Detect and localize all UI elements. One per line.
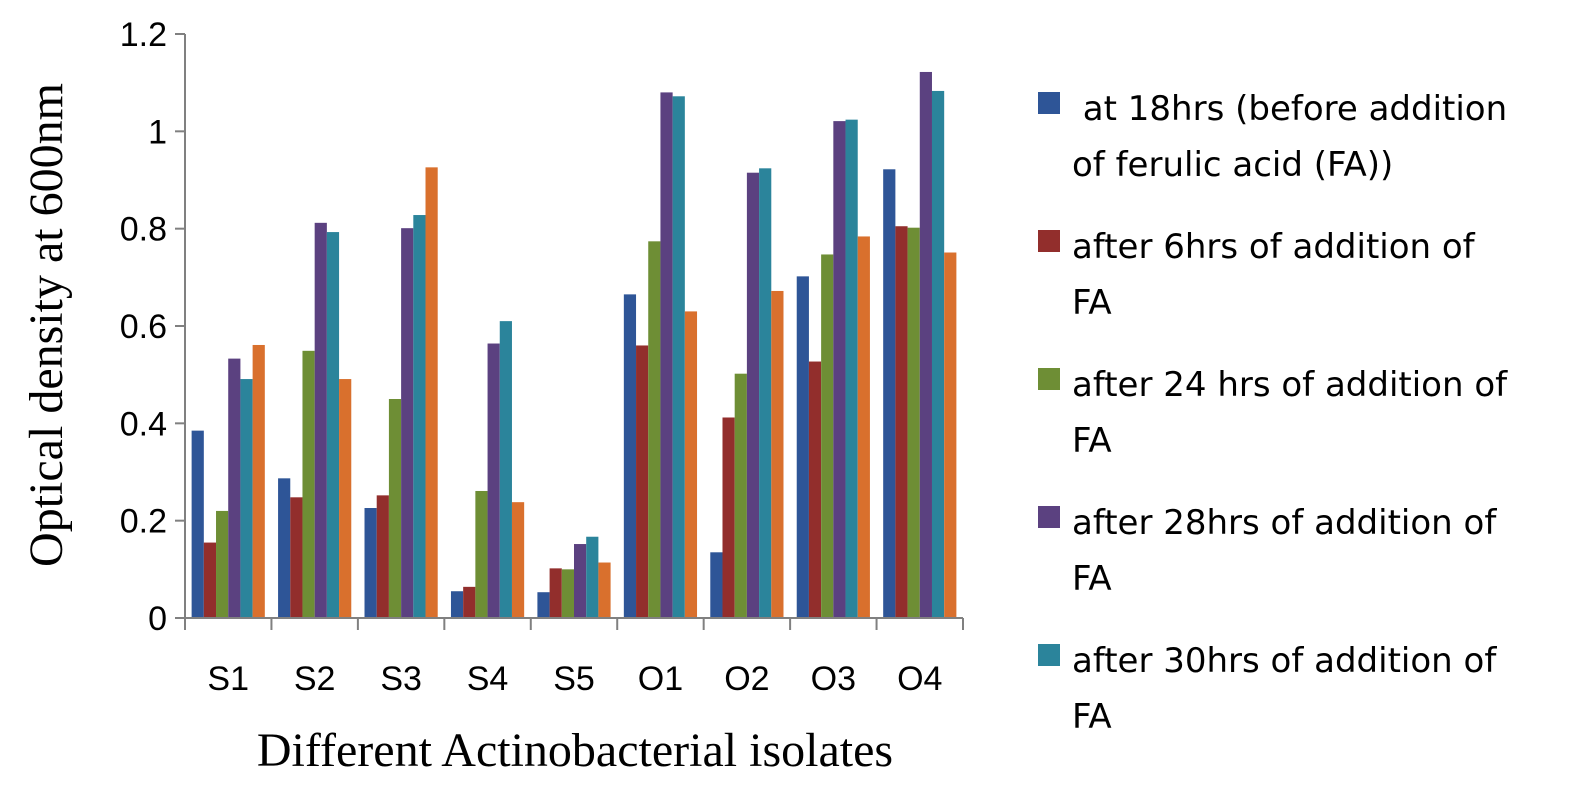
legend-label-3: after 24 hrs of addition of [1072,365,1508,405]
legend-label-2: after 6hrs of addition of [1072,227,1476,267]
bar-s4-series-6 [511,502,525,618]
bar-s2-series-1 [278,478,291,618]
legend-swatch-2 [1038,230,1060,252]
x-tick-label-o4: O4 [897,660,942,698]
bar-o1-series-3 [648,241,661,618]
bar-o1-series-4 [660,92,673,618]
bar-o2-series-6 [771,290,784,618]
y-axis-title: Optical density at 600nm [20,83,73,567]
bar-s2-series-3 [302,350,315,618]
bar-s2-series-5 [326,232,340,618]
legend-swatch-5 [1038,644,1060,666]
bar-s1-series-3 [216,510,229,618]
y-tick-label: 0.8 [120,211,167,249]
bar-o4-series-5 [931,90,945,618]
bar-o3-series-1 [796,276,809,618]
bar-s3-series-3 [388,399,402,618]
x-tick-label-o2: O2 [724,660,769,698]
x-tick-label-o3: O3 [811,660,856,698]
bar-s1-series-5 [240,379,253,618]
bar-s2-series-4 [314,222,327,618]
x-tick-label-s5: S5 [553,660,595,698]
bar-s1-series-2 [203,542,217,618]
legend-label-1: at 18hrs (before addition [1072,89,1507,129]
legend-label-5: FA [1072,697,1112,737]
bar-o3-series-2 [808,361,822,618]
bars-group [191,71,957,619]
bar-o2-series-4 [746,172,760,618]
bar-s5-series-1 [537,592,550,618]
legend-label-1: of ferulic acid (FA)) [1072,145,1393,185]
bar-s2-series-2 [290,497,303,618]
bar-s1-series-6 [252,344,265,618]
bar-s1-series-4 [228,358,241,618]
bar-o2-series-2 [722,417,735,618]
bar-s3-series-1 [364,508,377,618]
legend-swatch-4 [1038,506,1060,528]
legend-label-5: after 30hrs of addition of [1072,641,1497,681]
bar-o4-series-1 [883,169,896,619]
bar-s3-series-2 [376,495,389,618]
legend-label-4: FA [1072,559,1112,599]
y-tick-label: 1.2 [120,16,167,54]
bar-s5-series-2 [549,568,562,618]
x-tick-label-s4: S4 [467,660,509,698]
legend-swatch-1 [1038,92,1060,114]
bar-o1-series-1 [623,294,637,618]
bar-o4-series-4 [919,71,932,618]
bar-o2-series-3 [734,373,747,618]
legend: at 18hrs (before addition of ferulic acid… [1038,89,1508,737]
bar-o4-series-2 [895,226,908,619]
bar-s5-series-5 [586,536,599,618]
bar-o2-series-5 [759,168,772,618]
y-tick-label: 0 [148,600,167,638]
bar-o3-series-3 [821,254,834,618]
legend-label-3: FA [1072,421,1112,461]
bar-s5-series-3 [561,569,574,618]
bar-o4-series-6 [944,252,957,618]
x-tick-label-o1: O1 [638,660,683,698]
bar-o3-series-4 [833,121,846,619]
bar-s5-series-4 [574,544,587,618]
bar-o1-series-2 [636,345,649,618]
y-tick-label: 0.6 [120,308,167,346]
x-axis-title: Different Actinobacterial isolates [257,724,893,777]
bar-o1-series-6 [684,311,698,618]
y-tick-label: 1 [148,113,167,151]
bar-s1-series-1 [191,430,204,618]
x-tick-label-s1: S1 [207,660,249,698]
bar-s4-series-1 [450,591,464,618]
x-tick-label-s2: S2 [294,660,336,698]
y-tick-label: 0.2 [120,503,167,541]
bar-s3-series-5 [413,215,426,619]
bar-o3-series-6 [857,236,870,618]
legend-label-4: after 28hrs of addition of [1072,503,1497,543]
legend-label-2: FA [1072,283,1112,323]
bar-s4-series-5 [499,321,512,618]
bar-s3-series-6 [425,167,438,618]
bar-o1-series-5 [672,96,685,619]
bar-o3-series-5 [845,119,858,619]
x-tick-label-s3: S3 [380,660,422,698]
axes-group: 0 0.2 0.4 0.6 0.8 1 1.2 S1 S2 S3 S4 S5 O1 O2 O3 O4 [120,16,964,698]
bar-o4-series-3 [907,227,920,618]
legend-swatch-3 [1038,368,1060,390]
bar-s2-series-6 [339,379,352,618]
bar-s4-series-2 [463,586,476,618]
y-tick-label: 0.4 [120,405,167,443]
bar-s4-series-4 [487,343,500,618]
bar-o2-series-1 [710,552,723,618]
bar-s3-series-4 [401,228,414,618]
bar-s4-series-3 [475,490,488,618]
bar-s5-series-6 [598,562,611,618]
